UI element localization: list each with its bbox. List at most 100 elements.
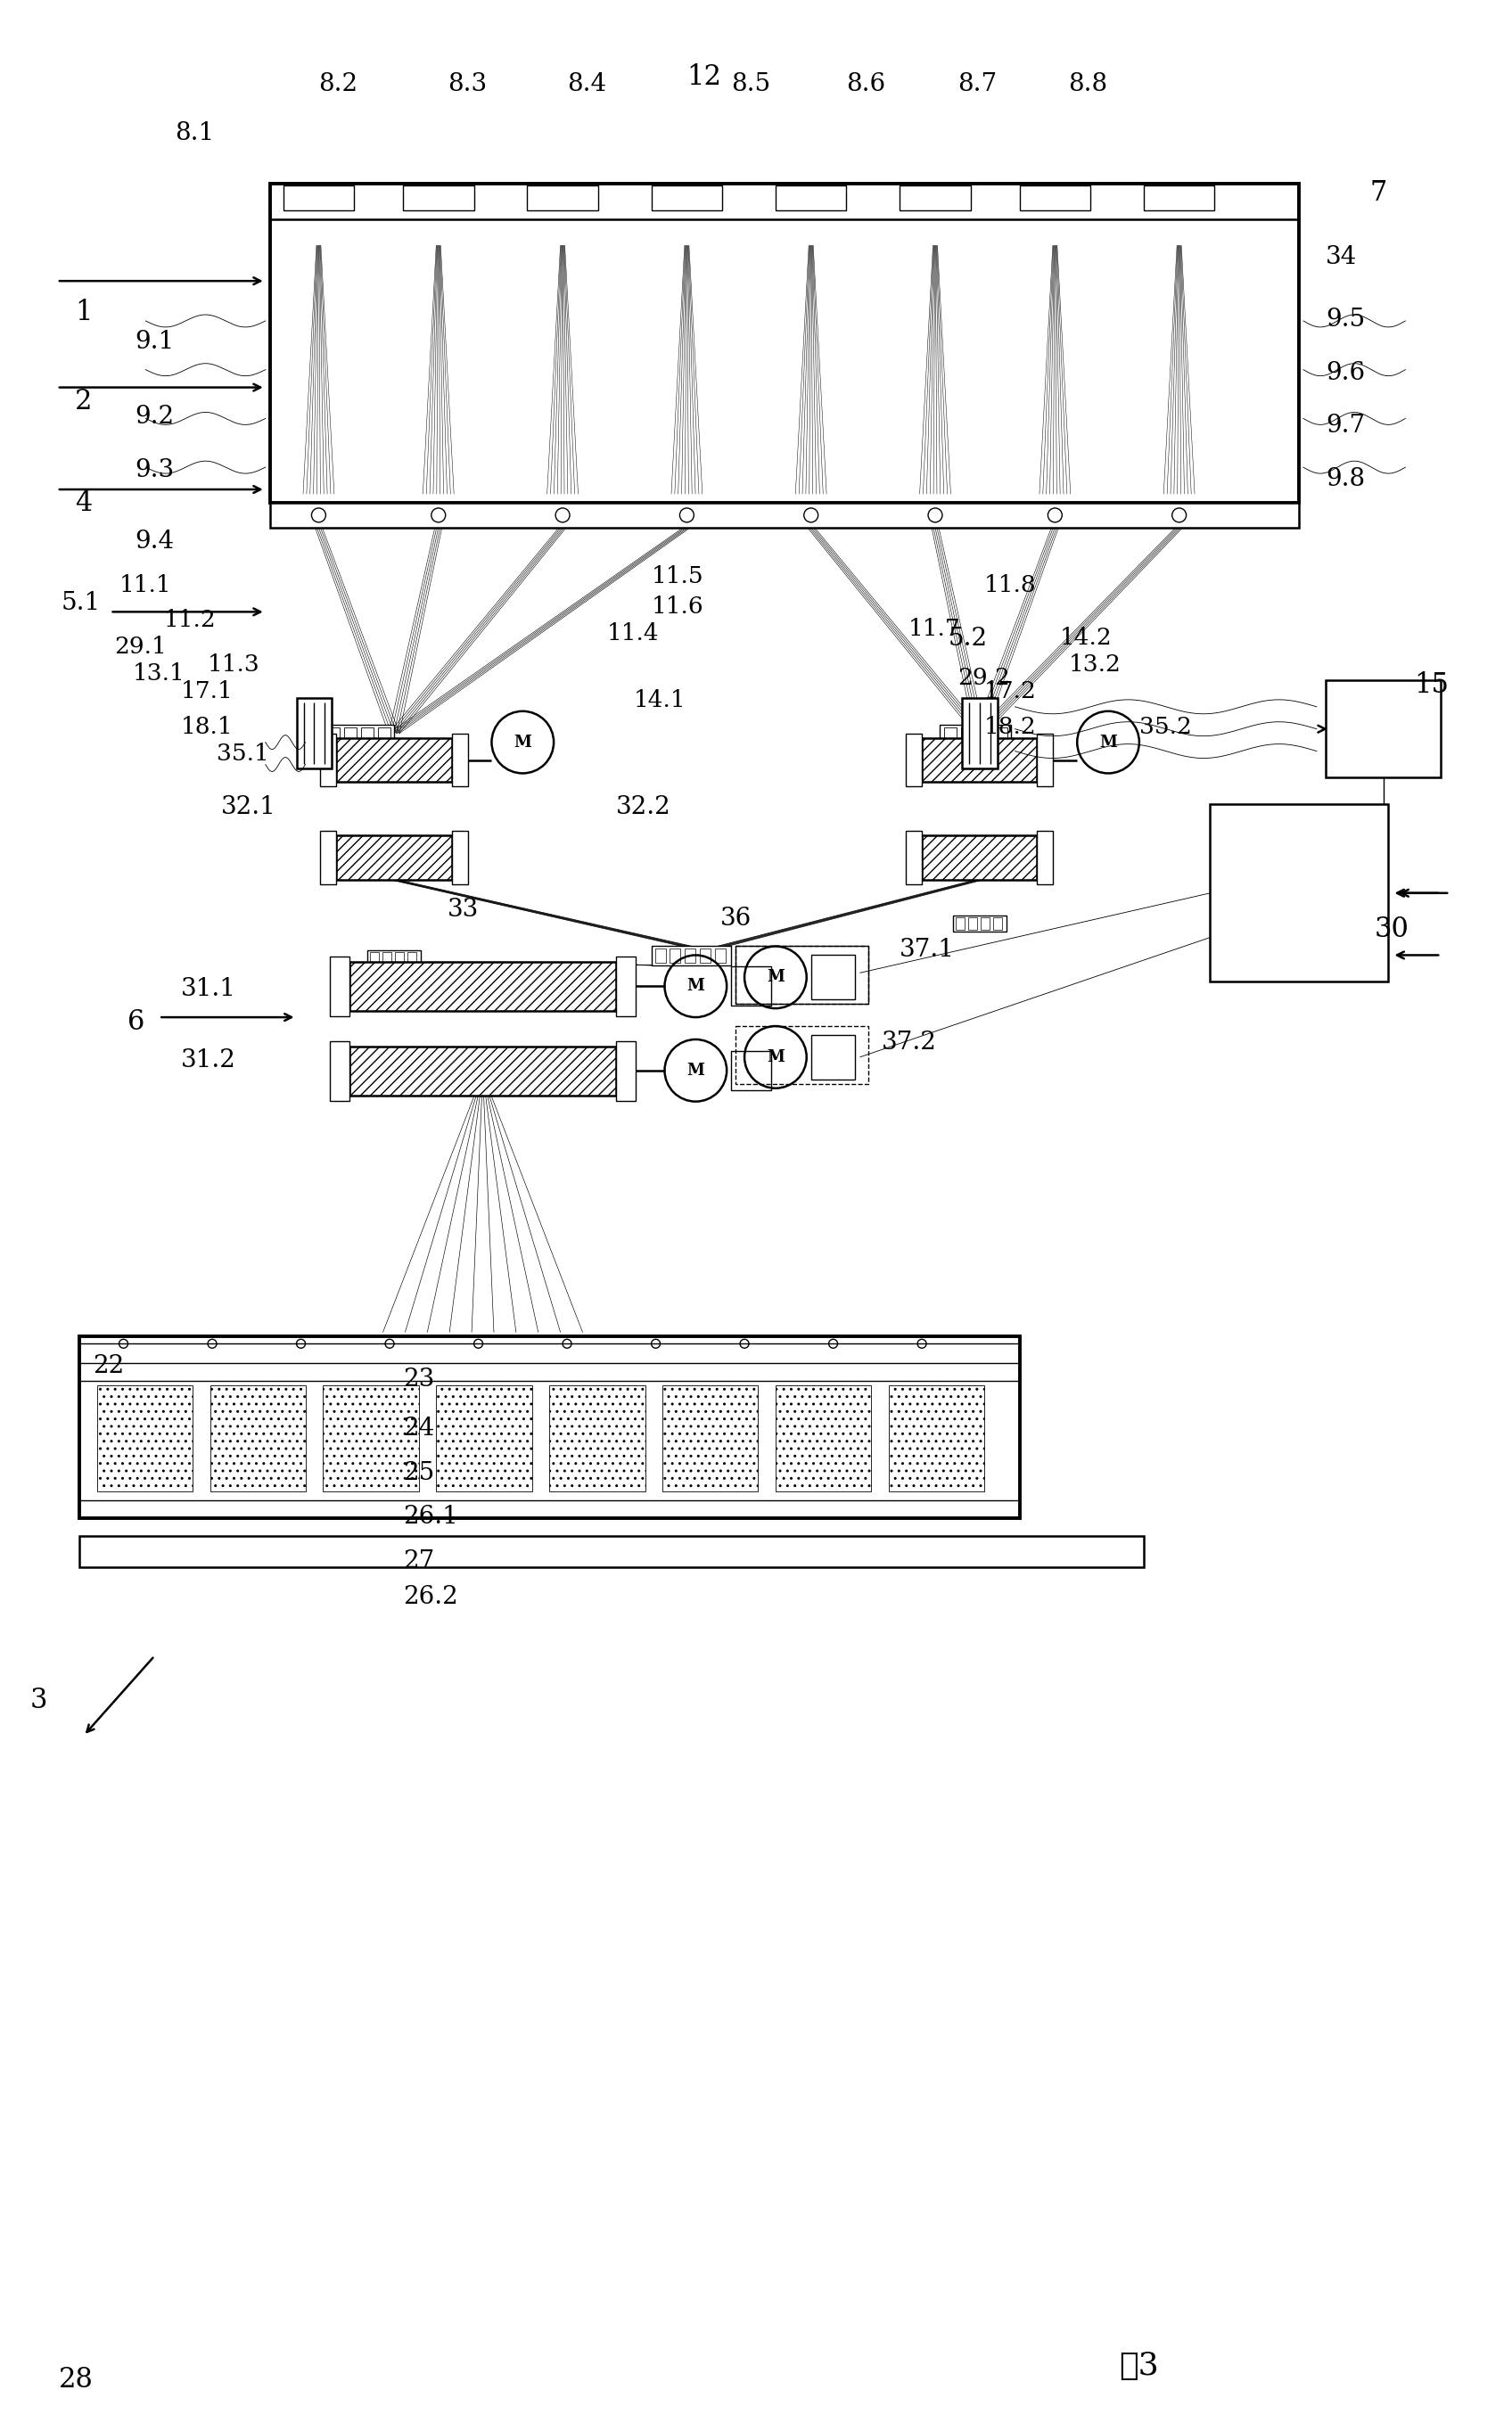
Bar: [296, 698, 333, 768]
Text: 33: 33: [448, 897, 479, 921]
Bar: [652, 946, 732, 965]
Text: 14.1: 14.1: [634, 688, 686, 712]
Bar: [328, 727, 340, 739]
Text: 9.4: 9.4: [135, 530, 174, 554]
Text: 14.2: 14.2: [1060, 627, 1111, 649]
Bar: [528, 185, 599, 209]
Bar: [889, 1386, 984, 1493]
Text: 9.5: 9.5: [1326, 309, 1365, 331]
Text: 24: 24: [402, 1417, 434, 1442]
Text: 13.2: 13.2: [1069, 654, 1120, 676]
Bar: [269, 182, 1299, 503]
Bar: [615, 958, 635, 1016]
Text: 31.1: 31.1: [181, 977, 236, 1002]
Bar: [978, 727, 990, 739]
Bar: [939, 724, 1010, 741]
Text: 8.7: 8.7: [957, 73, 996, 97]
Text: 28: 28: [59, 2365, 94, 2392]
Text: 17.2: 17.2: [984, 681, 1037, 703]
Bar: [962, 698, 998, 768]
Bar: [452, 734, 467, 788]
Text: 32.2: 32.2: [615, 795, 671, 819]
Bar: [736, 946, 869, 1004]
Text: 12: 12: [686, 63, 721, 92]
Text: 8.2: 8.2: [319, 73, 358, 97]
Text: 11.8: 11.8: [984, 574, 1036, 596]
Bar: [1143, 185, 1214, 209]
Text: 35.1: 35.1: [216, 741, 269, 763]
Text: 25: 25: [402, 1461, 434, 1485]
Text: 26.1: 26.1: [402, 1505, 458, 1529]
Text: 图3: 图3: [1119, 2351, 1160, 2380]
Text: 8.1: 8.1: [175, 122, 215, 146]
Bar: [906, 831, 922, 885]
Bar: [968, 916, 977, 929]
Bar: [732, 1050, 771, 1089]
Bar: [269, 503, 1299, 528]
Bar: [1037, 831, 1054, 885]
Text: M: M: [514, 734, 532, 751]
Text: 3: 3: [30, 1687, 48, 1714]
Text: 31.2: 31.2: [181, 1048, 236, 1072]
Bar: [395, 953, 404, 965]
Bar: [1210, 805, 1388, 982]
Text: 9.8: 9.8: [1326, 467, 1365, 491]
Bar: [685, 948, 696, 963]
Text: 11.2: 11.2: [163, 610, 216, 632]
Text: 23: 23: [402, 1369, 434, 1391]
Text: 37.2: 37.2: [881, 1031, 937, 1055]
Bar: [943, 727, 957, 739]
Bar: [324, 724, 395, 741]
Bar: [993, 916, 1002, 929]
Bar: [1037, 734, 1054, 788]
Text: 29.2: 29.2: [957, 666, 1010, 688]
Text: 2: 2: [74, 387, 92, 416]
Text: 6: 6: [129, 1009, 145, 1036]
Bar: [345, 727, 357, 739]
Text: 9.7: 9.7: [1326, 413, 1365, 438]
Bar: [349, 1045, 615, 1096]
Text: 34: 34: [1326, 246, 1356, 270]
Bar: [383, 953, 392, 965]
Text: M: M: [767, 1050, 785, 1065]
Text: 18.1: 18.1: [181, 715, 233, 739]
Bar: [283, 185, 354, 209]
Bar: [700, 948, 711, 963]
Text: 4: 4: [74, 489, 92, 518]
Bar: [615, 1040, 635, 1101]
Text: 26.2: 26.2: [402, 1585, 458, 1609]
Bar: [361, 727, 373, 739]
Bar: [321, 831, 336, 885]
Text: 32.1: 32.1: [221, 795, 277, 819]
Text: 11.7: 11.7: [909, 617, 962, 639]
Bar: [97, 1386, 192, 1493]
Text: 8.4: 8.4: [567, 73, 606, 97]
Text: M: M: [1099, 734, 1117, 751]
Bar: [79, 1337, 1019, 1519]
Bar: [922, 836, 1037, 880]
Bar: [336, 836, 452, 880]
Text: 9.2: 9.2: [135, 406, 174, 430]
Bar: [79, 1536, 1143, 1568]
Text: 5.1: 5.1: [62, 591, 101, 615]
Bar: [900, 185, 971, 209]
Text: 8.8: 8.8: [1069, 73, 1108, 97]
Bar: [810, 955, 856, 999]
Text: 5.2: 5.2: [948, 627, 987, 652]
Bar: [367, 951, 420, 968]
Text: 30: 30: [1374, 914, 1409, 943]
Bar: [349, 963, 615, 1011]
Bar: [652, 185, 723, 209]
Bar: [906, 734, 922, 788]
Bar: [980, 916, 989, 929]
Bar: [995, 727, 1007, 739]
Text: 8.3: 8.3: [448, 73, 487, 97]
Bar: [330, 1040, 349, 1101]
Text: 9.1: 9.1: [135, 331, 174, 355]
Text: 36: 36: [721, 907, 751, 931]
Text: 27: 27: [402, 1549, 434, 1573]
Text: 11.6: 11.6: [652, 596, 703, 617]
Text: 11.3: 11.3: [207, 654, 260, 676]
Text: 13.1: 13.1: [133, 661, 184, 686]
Text: 1: 1: [74, 299, 92, 326]
